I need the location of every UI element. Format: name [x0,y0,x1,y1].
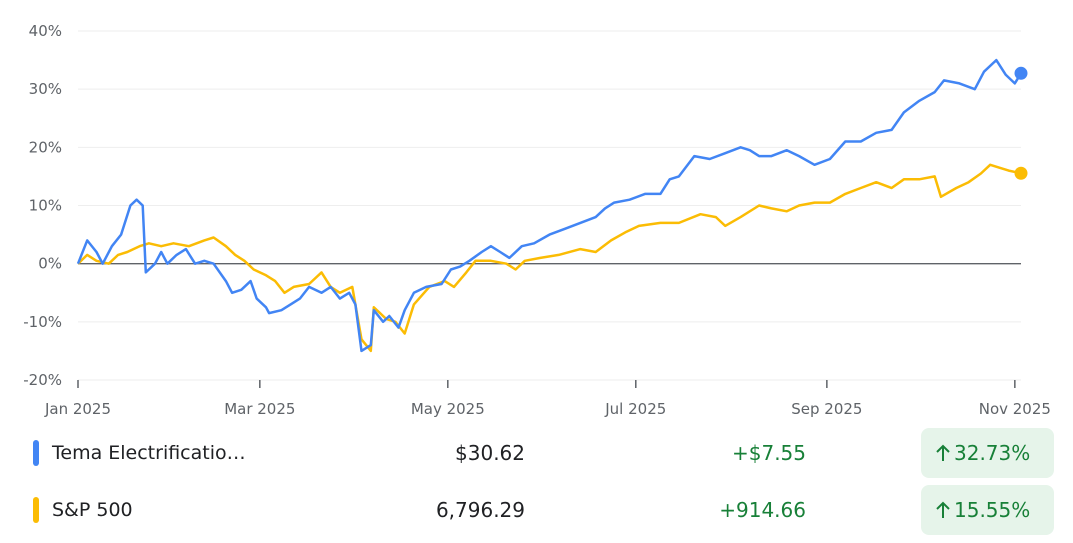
change: +$7.55 [731,441,806,465]
y-tick-label: -20% [23,371,62,389]
up-arrow [936,501,950,518]
legend-row: Tema Electrificatio… $30.62 +$7.55 32.73% [0,428,1073,478]
x-tick-label: Sep 2025 [791,400,862,418]
legend-row: S&P 500 6,796.29 +914.66 15.55% [0,485,1073,535]
end-dot [1014,66,1028,80]
series-line [77,163,1022,353]
up-arrow [936,444,950,461]
x-tick-label: Mar 2025 [224,400,295,418]
y-tick-label: 20% [29,138,62,156]
change-percent: 15.55% [954,498,1031,522]
change-percent: 32.73% [954,441,1031,465]
y-tick-label: 0% [38,255,62,273]
x-tick-label: Jul 2025 [604,400,666,418]
y-tick-label: 10% [29,197,62,215]
price: 6,796.29 [435,498,525,522]
price: $30.62 [455,441,525,465]
legend-swatch [33,440,39,466]
series-line [76,58,1023,353]
x-tick-label: Nov 2025 [979,400,1051,418]
x-tick-label: Jan 2025 [44,400,111,418]
legend-name: S&P 500 [52,499,133,521]
chart: -20% -10% 0% 10% 20% 30% 40% Jan 2025 Mar 2025 Ma… [23,22,1051,418]
x-tick-label: May 2025 [411,400,485,418]
change-percent-badge: 15.55% [921,485,1054,535]
y-tick-label: 40% [29,22,62,40]
change-percent-badge: 32.73% [921,428,1054,478]
y-tick-label: -10% [23,313,62,331]
change: +914.66 [719,498,806,522]
legend-name: Tema Electrificatio… [52,442,246,464]
end-dot [1014,166,1028,180]
legend-swatch [33,497,39,523]
y-tick-label: 30% [29,80,62,98]
